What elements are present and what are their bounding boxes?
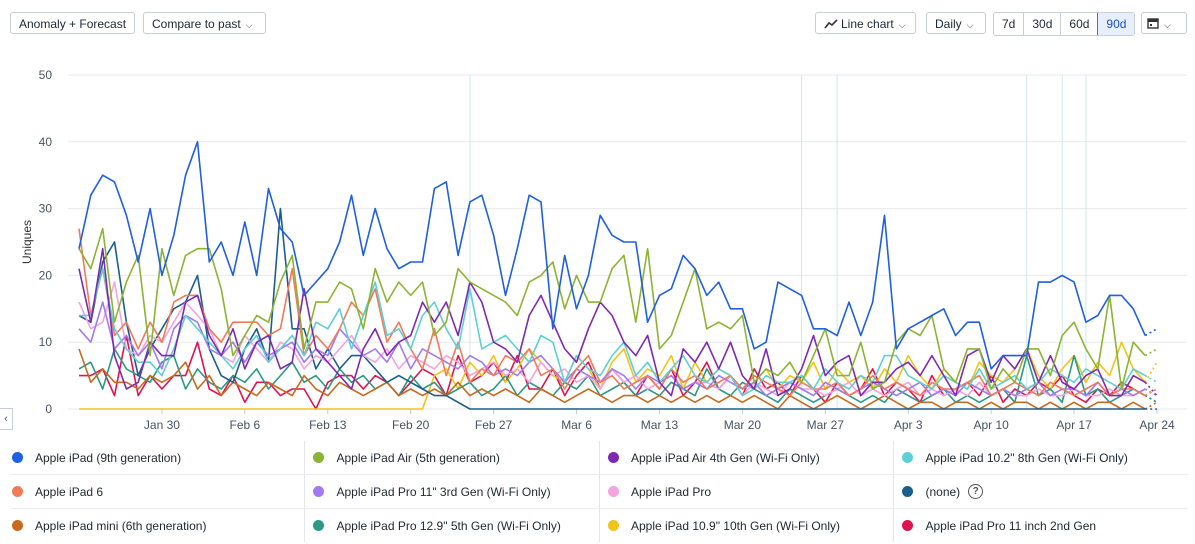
legend-label: Apple iPad Pro 11" 3rd Gen (Wi-Fi Only) xyxy=(336,484,551,499)
x-tick-label: Feb 13 xyxy=(309,418,347,432)
legend-item[interactable]: Apple iPad (9th generation) xyxy=(10,441,304,474)
legend-color-dot xyxy=(607,452,619,463)
y-tick-label: 10 xyxy=(39,335,53,349)
x-tick-label: Feb 27 xyxy=(475,418,513,432)
x-tick-label: Mar 27 xyxy=(807,418,845,432)
y-tick-label: 20 xyxy=(39,268,53,282)
legend-label: Apple iPad Air 4th Gen (Wi-Fi Only) xyxy=(630,450,820,465)
range-selector: 7d 30d 60d 90d xyxy=(993,12,1136,36)
help-icon[interactable]: ? xyxy=(968,484,984,499)
interval-select[interactable]: Daily ⌵ xyxy=(926,12,986,34)
legend-item[interactable]: Apple iPad 10.2" 8th Gen (Wi-Fi Only) xyxy=(893,441,1188,474)
forecast-segment-apple-ipad-10-2-8th-gen-wi-fi-only xyxy=(1144,374,1158,383)
range-60d[interactable]: 60d xyxy=(1061,13,1099,35)
legend-label: Apple iPad Pro 12.9" 5th Gen (Wi-Fi Only… xyxy=(336,518,561,533)
legend-color-dot xyxy=(12,452,23,463)
legend-label: Apple iPad Pro xyxy=(630,484,712,499)
series-line-apple-ipad-air-4th-gen-wi-fi-only[interactable] xyxy=(78,247,1146,397)
series-line-apple-ipad-9th-generation[interactable] xyxy=(78,141,1146,370)
x-tick-label: Mar 13 xyxy=(641,418,679,432)
legend-color-dot xyxy=(12,486,23,497)
legend-item[interactable]: Apple iPad Pro 11" 3rd Gen (Wi-Fi Only) xyxy=(304,475,599,508)
legend-label: Apple iPad Pro 11 inch 2nd Gen xyxy=(925,518,1097,533)
legend: Apple iPad (9th generation) Apple iPad Ai… xyxy=(10,441,1188,542)
legend-color-dot xyxy=(902,452,914,463)
range-90d[interactable]: 90d xyxy=(1097,13,1135,35)
legend-item[interactable]: Apple iPad Pro 12.9" 5th Gen (Wi-Fi Only… xyxy=(304,509,599,542)
legend-item[interactable]: (none)? xyxy=(893,475,1188,508)
legend-color-dot xyxy=(313,486,325,497)
legend-color-dot xyxy=(313,520,325,531)
series-line-none[interactable] xyxy=(78,207,1146,410)
forecast-segment-apple-ipad-pro-12-9-5th-gen-wi-fi-only xyxy=(1144,394,1158,403)
legend-item[interactable]: Apple iPad Pro xyxy=(598,475,894,508)
compare-to-past-label: Compare to past xyxy=(152,17,241,31)
forecast-segment-apple-ipad-air-4th-gen-wi-fi-only xyxy=(1144,381,1158,397)
series-line-apple-ipad-10-2-8th-gen-wi-fi-only[interactable] xyxy=(79,267,1146,397)
x-tick-label: Apr 24 xyxy=(1139,418,1175,432)
legend-label: Apple iPad Air (5th generation) xyxy=(336,450,500,465)
x-tick-label: Apr 3 xyxy=(894,418,923,432)
y-tick-label: 40 xyxy=(39,135,53,149)
chevron-down-icon: ⌵ xyxy=(966,20,974,30)
legend-color-dot xyxy=(607,486,619,497)
legend-color-dot xyxy=(313,452,325,463)
range-30d[interactable]: 30d xyxy=(1024,13,1062,35)
chevron-down-icon: ⌵ xyxy=(898,20,906,30)
x-tick-label: Mar 20 xyxy=(724,418,762,432)
line-chart-icon xyxy=(824,19,838,29)
range-7d[interactable]: 7d xyxy=(994,13,1025,35)
legend-color-dot xyxy=(902,520,914,531)
y-axis-label: Uniques xyxy=(20,220,34,264)
interval-label: Daily xyxy=(935,17,962,31)
legend-color-dot xyxy=(607,520,619,531)
legend-label: Apple iPad 6 xyxy=(35,484,104,499)
chevron-down-icon: ⌵ xyxy=(1164,20,1171,30)
legend-item[interactable]: Apple iPad mini (6th generation) xyxy=(10,509,304,542)
x-tick-label: Mar 6 xyxy=(561,418,592,432)
legend-item[interactable]: Apple iPad 10.9" 10th Gen (Wi-Fi Only) xyxy=(598,509,894,542)
chart-type-label: Line chart xyxy=(841,17,894,31)
series-line-apple-ipad-mini-6th-generation[interactable] xyxy=(78,348,1146,410)
legend-label: Apple iPad 10.2" 8th Gen (Wi-Fi Only) xyxy=(925,450,1128,465)
x-tick-label: Apr 17 xyxy=(1056,418,1092,432)
legend-row: Apple iPad (9th generation) Apple iPad Ai… xyxy=(10,441,1188,474)
legend-item[interactable]: Apple iPad Pro 11 inch 2nd Gen xyxy=(893,509,1188,542)
chevron-down-icon: ⌵ xyxy=(245,20,253,30)
x-tick-label: Jan 30 xyxy=(144,418,180,432)
forecast-segment-apple-ipad-6 xyxy=(1144,388,1158,397)
calendar-icon xyxy=(1147,18,1159,29)
line-chart: 0 10 20 30 40 50 Jan 30 Feb 6 Feb 13 Feb 20 Feb 2… xyxy=(20,68,1187,432)
y-tick-label: 0 xyxy=(45,402,52,416)
x-tick-label: Apr 10 xyxy=(973,418,1009,432)
series-line-apple-ipad-6[interactable] xyxy=(78,228,1146,397)
legend-item[interactable]: Apple iPad Air (5th generation) xyxy=(304,441,599,474)
series-line-apple-ipad-air-5th-generation[interactable] xyxy=(78,227,1146,390)
scroll-left-button[interactable]: ‹ xyxy=(0,408,13,430)
anomaly-forecast-button[interactable]: Anomaly + Forecast xyxy=(10,12,135,34)
forecast-segment-apple-ipad-mini-6th-generation xyxy=(1144,401,1158,410)
compare-to-past-button[interactable]: Compare to past ⌵ xyxy=(143,12,266,34)
anomaly-forecast-label: Anomaly + Forecast xyxy=(19,17,127,31)
chart-type-button[interactable]: Line chart ⌵ xyxy=(815,12,916,34)
forecast-segment-apple-ipad-air-5th-generation xyxy=(1144,348,1158,357)
legend-label: (none) xyxy=(925,484,961,499)
legend-row: Apple iPad mini (6th generation) Apple iP… xyxy=(10,508,1188,542)
y-tick-label: 50 xyxy=(39,68,53,82)
x-tick-label: Feb 20 xyxy=(392,418,430,432)
legend-color-dot xyxy=(12,520,23,531)
legend-item[interactable]: Apple iPad 6 xyxy=(10,475,304,508)
forecast-segment-apple-ipad-9th-generation xyxy=(1144,328,1158,337)
legend-color-dot xyxy=(902,486,914,497)
legend-label: Apple iPad mini (6th generation) xyxy=(35,518,207,533)
legend-row: Apple iPad 6 Apple iPad Pro 11" 3rd Gen (… xyxy=(10,474,1188,508)
y-tick-label: 30 xyxy=(39,202,53,216)
legend-label: Apple iPad 10.9" 10th Gen (Wi-Fi Only) xyxy=(630,518,840,533)
legend-item[interactable]: Apple iPad Air 4th Gen (Wi-Fi Only) xyxy=(598,441,894,474)
date-picker-button[interactable]: ⌵ xyxy=(1141,12,1187,34)
legend-label: Apple iPad (9th generation) xyxy=(35,450,182,465)
x-tick-label: Feb 6 xyxy=(230,418,261,432)
forecast-segment-apple-ipad-10-9-10th-gen-wi-fi-only xyxy=(1144,361,1158,383)
